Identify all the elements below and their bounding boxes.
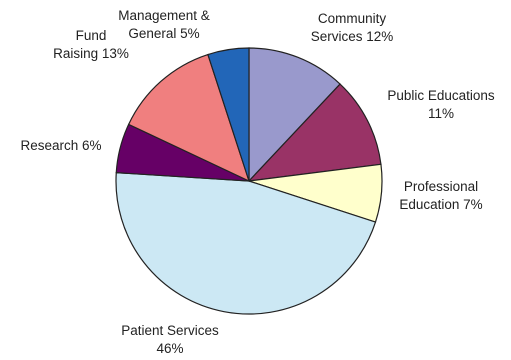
- slice-management-general: [207, 47, 250, 182]
- slice-label-line: Education 7%: [399, 197, 482, 212]
- slice-label-line: Management &: [118, 8, 210, 23]
- slice-label-line: General 5%: [128, 26, 199, 41]
- slice-label-public-educations: Public Educations 11%: [387, 88, 495, 121]
- slice-label-community-services: Community Services 12%: [311, 11, 394, 44]
- slice-public-educations: [247, 83, 382, 182]
- slice-label-line: Public Educations: [387, 88, 495, 103]
- slice-label-line: Services 12%: [311, 29, 394, 44]
- slice-label-line: Research 6%: [20, 138, 101, 153]
- pie-labels: Community Services 12% Public Educations 11…: [20, 8, 494, 356]
- slice-label-line: 11%: [428, 106, 454, 121]
- slice-label-line: Raising 13%: [53, 46, 129, 61]
- slice-label-professional-education: Professional Education 7%: [399, 179, 482, 212]
- pie-slices: [115, 47, 383, 315]
- slice-label-line: Professional: [404, 179, 478, 194]
- slice-label-line: Patient Services: [121, 323, 219, 338]
- slice-label-fund-raising: Fund Raising 13%: [53, 28, 129, 61]
- slice-label-line: Community: [318, 11, 387, 26]
- slice-label-line: Fund: [76, 28, 107, 43]
- slice-fund-raising: [127, 53, 250, 183]
- slice-patient-services: [115, 172, 377, 315]
- slice-label-management-general: Management & General 5%: [118, 8, 210, 41]
- slice-label-research: Research 6%: [20, 138, 101, 153]
- slice-label-patient-services: Patient Services 46%: [121, 323, 219, 356]
- slice-label-line: 46%: [156, 341, 183, 356]
- slice-community-services: [248, 47, 341, 183]
